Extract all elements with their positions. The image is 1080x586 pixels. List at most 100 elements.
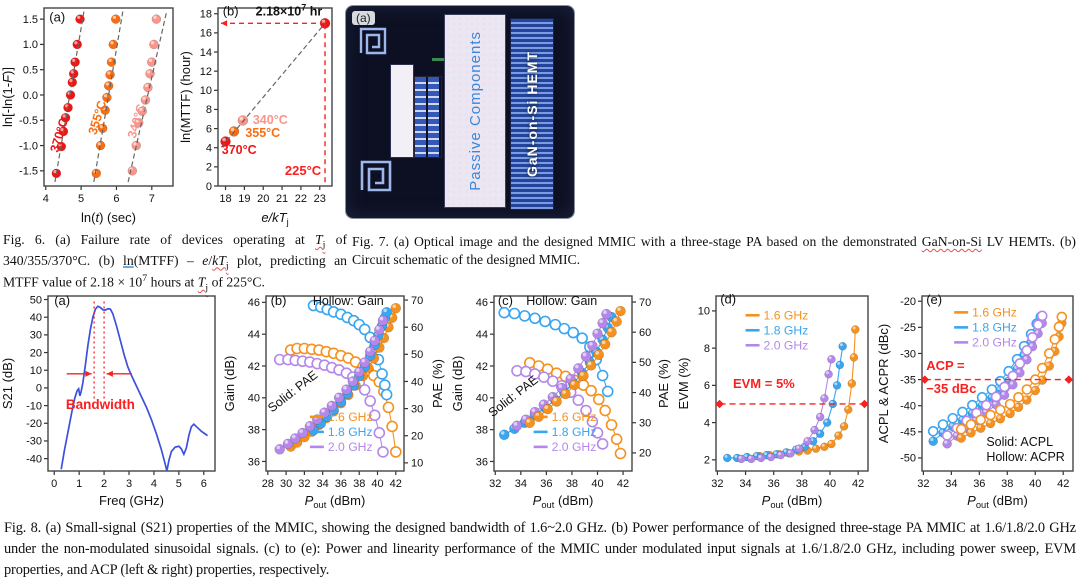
svg-text:38: 38 — [796, 478, 808, 490]
svg-text:34: 34 — [515, 478, 527, 490]
svg-text:36: 36 — [335, 478, 347, 490]
svg-text:2.0 GHz: 2.0 GHz — [552, 440, 597, 454]
svg-text:36: 36 — [768, 478, 780, 490]
svg-text:36: 36 — [476, 456, 488, 468]
svg-text:8: 8 — [704, 343, 710, 355]
svg-text:46: 46 — [476, 297, 488, 309]
svg-text:40: 40 — [639, 387, 651, 399]
svg-text:1.5: 1.5 — [23, 14, 38, 26]
chip-marker — [432, 58, 444, 61]
svg-text:Bandwidth: Bandwidth — [66, 397, 135, 412]
svg-text:370°C: 370°C — [47, 117, 71, 154]
svg-text:30: 30 — [639, 418, 651, 430]
svg-text:5: 5 — [78, 193, 84, 205]
fig6-panel-a-chart: 4 5 6 7 1.5 1.0 0.5 0.0 -0.5 -1.0 -1.5 ln(t) (sec) l… — [0, 7, 174, 225]
svg-text:4: 4 — [151, 478, 157, 490]
svg-text:4: 4 — [206, 143, 212, 155]
svg-text:12: 12 — [200, 66, 212, 78]
svg-text:19: 19 — [238, 193, 250, 205]
svg-text:ln(MTTF) (hour): ln(MTTF) (hour) — [178, 51, 193, 143]
svg-text:(e): (e) — [926, 292, 942, 307]
svg-text:42: 42 — [248, 361, 260, 373]
fig6-charts-block: 4 5 6 7 1.5 1.0 0.5 0.0 -0.5 -1.0 -1.5 ln(t) (sec) l… — [0, 0, 340, 235]
svg-text:(d): (d) — [720, 291, 736, 306]
svg-text:e/kTj: e/kTj — [261, 210, 288, 227]
svg-text:(a): (a) — [49, 10, 65, 25]
svg-text:−35 dBc: −35 dBc — [926, 381, 976, 396]
svg-text:2: 2 — [704, 455, 710, 467]
svg-text:EVM (%): EVM (%) — [676, 358, 691, 410]
svg-text:Hollow: Gain: Hollow: Gain — [526, 294, 597, 308]
svg-text:0: 0 — [206, 181, 212, 193]
svg-text:30: 30 — [411, 403, 423, 415]
svg-text:18: 18 — [200, 9, 212, 21]
svg-text:355°C: 355°C — [245, 126, 280, 140]
svg-text:6: 6 — [113, 193, 119, 205]
fig8-panel-a-chart: 0 1 2 3 4 5 6 -40 -30 -20 -10 0 10 20 30 40 50 Freq (GHz)… — [0, 293, 216, 508]
svg-text:40: 40 — [476, 393, 488, 405]
svg-text:Solid: ACPL: Solid: ACPL — [986, 435, 1053, 449]
svg-text:(c): (c) — [498, 293, 513, 308]
svg-text:Pout (dBm): Pout (dBm) — [533, 493, 594, 510]
chip-passive-region: Passive Components — [444, 14, 506, 208]
svg-text:50: 50 — [411, 349, 423, 361]
chip-capacitor-block — [390, 64, 414, 158]
svg-text:Gain (dB): Gain (dB) — [450, 356, 465, 412]
svg-text:Solid: PAE: Solid: PAE — [265, 368, 320, 415]
svg-text:0: 0 — [51, 478, 57, 490]
svg-text:70: 70 — [411, 295, 423, 307]
svg-text:ln[-ln(1-F)]: ln[-ln(1-F)] — [0, 67, 15, 127]
svg-text:8: 8 — [206, 104, 212, 116]
svg-text:70: 70 — [639, 297, 651, 309]
svg-text:Gain (dB): Gain (dB) — [222, 356, 237, 412]
chip-hemt-label: GaN-on-Si HEMT — [524, 51, 540, 177]
svg-text:40: 40 — [411, 376, 423, 388]
svg-text:(b): (b) — [271, 293, 287, 308]
chip-passive-label: Passive Components — [466, 31, 484, 191]
svg-text:60: 60 — [639, 327, 651, 339]
svg-text:-30: -30 — [26, 436, 42, 448]
svg-text:10: 10 — [411, 458, 423, 470]
fig8-charts-block: 0 1 2 3 4 5 6 -40 -30 -20 -10 0 10 20 30 40 50 Freq (GHz)… — [0, 289, 1080, 513]
svg-text:44: 44 — [476, 329, 488, 341]
svg-text:0.0: 0.0 — [23, 90, 38, 102]
svg-text:38: 38 — [1001, 478, 1013, 490]
svg-text:1.8 GHz: 1.8 GHz — [552, 425, 597, 439]
svg-text:1.6 GHz: 1.6 GHz — [552, 410, 597, 424]
svg-text:0.5: 0.5 — [23, 64, 38, 76]
svg-text:42: 42 — [390, 478, 402, 490]
svg-text:(a): (a) — [54, 293, 70, 308]
svg-text:1.0: 1.0 — [23, 39, 38, 51]
svg-text:28: 28 — [262, 478, 274, 490]
svg-text:40: 40 — [30, 312, 42, 324]
svg-text:32: 32 — [298, 478, 310, 490]
svg-text:36: 36 — [540, 478, 552, 490]
svg-text:10: 10 — [698, 306, 710, 318]
svg-text:32: 32 — [489, 478, 501, 490]
svg-text:4: 4 — [43, 193, 49, 205]
svg-text:-0.5: -0.5 — [19, 115, 38, 127]
svg-text:1: 1 — [76, 478, 82, 490]
svg-text:225°C: 225°C — [285, 163, 322, 178]
chip-transistor-ladder — [414, 76, 442, 158]
svg-text:10: 10 — [200, 85, 212, 97]
fig7-circuit-schematic — [578, 0, 1080, 229]
fig8-panel-c-chart: 32 34 36 38 40 42 36 38 40 42 44 46 20 30 40 50 60 70 Pout… — [450, 293, 671, 510]
svg-text:30: 30 — [280, 478, 292, 490]
svg-text:-35: -35 — [900, 374, 916, 386]
svg-text:32: 32 — [917, 478, 929, 490]
svg-text:-1.5: -1.5 — [19, 166, 38, 178]
svg-text:PAE (%): PAE (%) — [430, 359, 445, 408]
svg-text:30: 30 — [30, 330, 42, 342]
svg-text:34: 34 — [739, 478, 751, 490]
spiral-inductor-icon — [359, 27, 387, 55]
svg-text:-40: -40 — [900, 401, 916, 413]
svg-text:20: 20 — [411, 431, 423, 443]
svg-text:-20: -20 — [900, 296, 916, 308]
svg-text:42: 42 — [617, 478, 629, 490]
svg-text:10: 10 — [30, 365, 42, 377]
svg-text:ACPL & ACPR (dBc): ACPL & ACPR (dBc) — [876, 324, 891, 443]
svg-text:340°C: 340°C — [253, 113, 288, 127]
svg-text:14: 14 — [200, 47, 212, 59]
svg-text:38: 38 — [248, 424, 260, 436]
